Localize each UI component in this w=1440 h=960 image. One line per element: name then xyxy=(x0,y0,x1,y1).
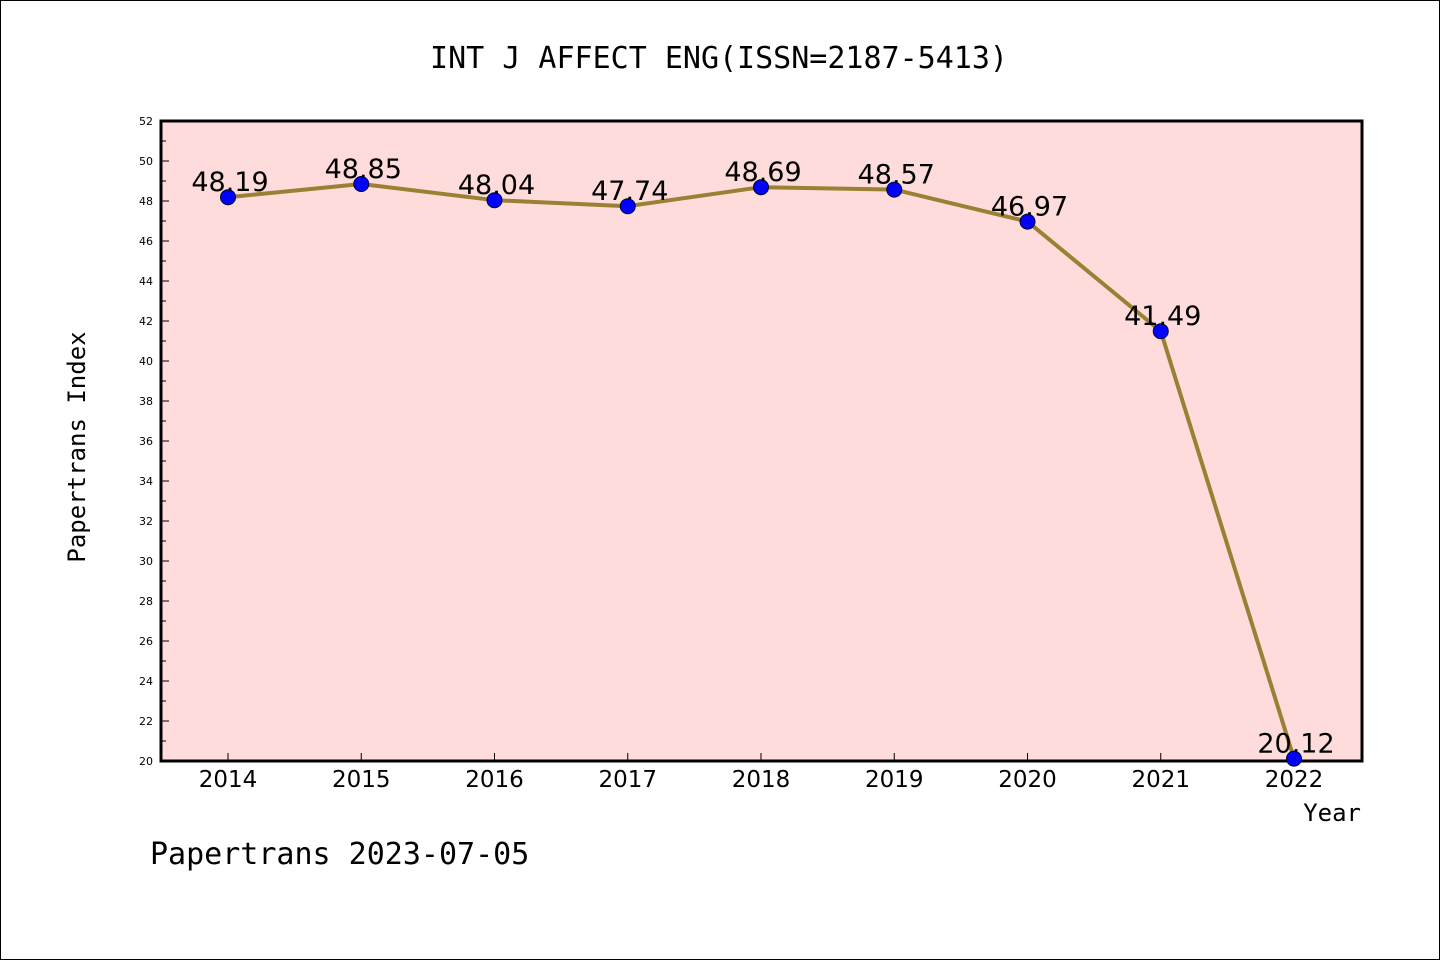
x-tick-label: 2017 xyxy=(598,767,657,793)
x-tick-label: 2020 xyxy=(998,767,1057,793)
x-axis: 2014 2015 2016 2017 2018 2019 2020 2021 2022 xyxy=(199,753,1324,793)
y-tick-label: 52 xyxy=(139,115,153,128)
data-label: 46.97 xyxy=(991,192,1068,223)
data-label: 48.85 xyxy=(325,154,402,185)
y-tick-label: 32 xyxy=(139,515,153,528)
y-tick-label: 20 xyxy=(139,755,153,768)
data-point xyxy=(1019,213,1036,230)
y-tick-label: 50 xyxy=(139,155,153,168)
data-label: 48.69 xyxy=(724,157,801,188)
y-axis-label: Papertrans Index xyxy=(63,331,91,562)
x-tick-label: 2016 xyxy=(465,767,524,793)
y-tick-label: 42 xyxy=(139,315,153,328)
y-tick-label: 34 xyxy=(139,475,153,488)
x-tick-label: 2015 xyxy=(332,767,391,793)
y-tick-label: 38 xyxy=(139,395,153,408)
y-tick-label: 44 xyxy=(139,275,153,288)
y-tick-label: 26 xyxy=(139,635,153,648)
y-tick-label: 22 xyxy=(139,715,153,728)
data-label: 48.57 xyxy=(858,160,935,191)
data-label: 48.19 xyxy=(191,167,268,198)
y-tick-label: 24 xyxy=(139,675,153,688)
x-tick-label: 2018 xyxy=(732,767,791,793)
data-point xyxy=(886,181,903,198)
x-tick-label: 2022 xyxy=(1265,767,1324,793)
y-tick-label: 46 xyxy=(139,235,153,248)
data-point xyxy=(486,192,503,209)
data-label: 48.04 xyxy=(458,170,535,201)
x-tick-label: 2019 xyxy=(865,767,924,793)
data-label: 20.12 xyxy=(1257,729,1334,760)
y-tick-label: 28 xyxy=(139,595,153,608)
y-axis: 20 22 24 26 28 30 32 34 36 38 40 42 44 46 48 50 52 xyxy=(139,115,169,768)
data-point xyxy=(353,176,370,192)
data-point xyxy=(220,189,236,206)
y-tick-label: 48 xyxy=(139,195,153,208)
data-point xyxy=(753,179,769,196)
y-tick-label: 40 xyxy=(139,355,153,368)
data-point xyxy=(1286,750,1302,767)
data-label: 41.49 xyxy=(1124,301,1201,332)
data-point xyxy=(619,198,636,215)
footer-date: Papertrans 2023-07-05 xyxy=(150,837,529,872)
plot-area xyxy=(159,119,1364,763)
x-axis-label: Year xyxy=(1303,799,1361,827)
y-tick-label: 30 xyxy=(139,555,153,568)
data-labels: 48.19 48.85 48.04 47.74 48.69 48.57 46.97 41.49… xyxy=(191,154,1334,760)
series-layer xyxy=(220,176,1302,767)
x-tick-label: 2014 xyxy=(199,767,258,793)
chart-title: INT J AFFECT ENG(ISSN=2187-5413) xyxy=(430,41,1008,76)
y-tick-label: 36 xyxy=(139,435,153,448)
x-tick-label: 2021 xyxy=(1131,767,1190,793)
data-label: 47.74 xyxy=(591,176,668,207)
data-point xyxy=(1152,323,1169,340)
